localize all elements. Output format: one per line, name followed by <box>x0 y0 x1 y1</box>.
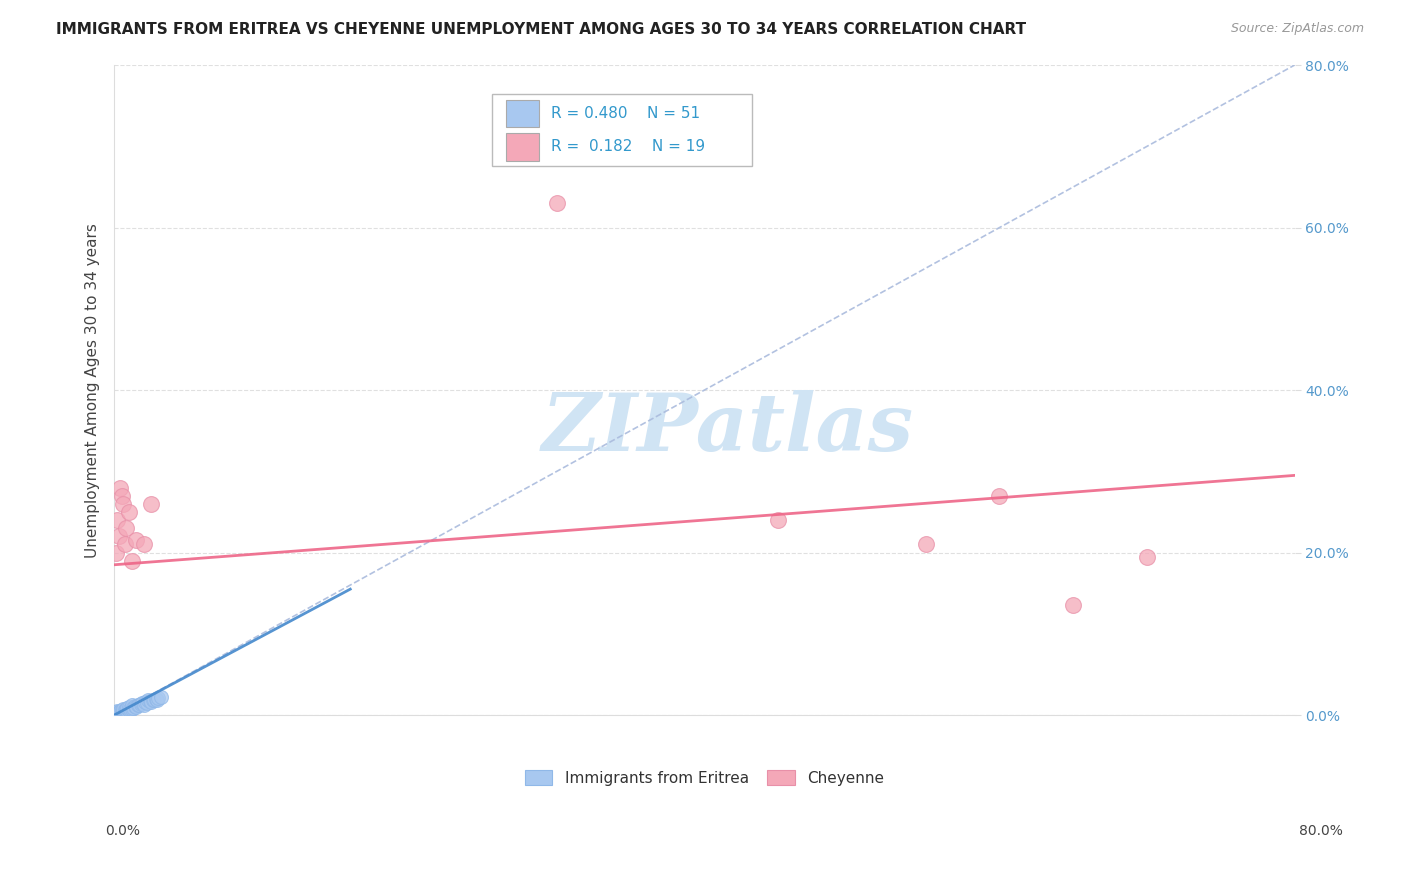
Point <box>118 703 141 717</box>
Point <box>112 702 135 716</box>
Text: R = 0.480    N = 51: R = 0.480 N = 51 <box>551 105 700 120</box>
Point <box>107 707 129 722</box>
Point <box>110 706 132 721</box>
Legend: Immigrants from Eritrea, Cheyenne: Immigrants from Eritrea, Cheyenne <box>519 764 890 792</box>
FancyBboxPatch shape <box>492 95 752 166</box>
Point <box>129 697 152 711</box>
Point <box>127 698 149 712</box>
Point <box>546 196 568 211</box>
Point <box>141 692 163 706</box>
Point <box>120 701 142 715</box>
Point <box>108 706 131 720</box>
Point <box>107 529 129 543</box>
Point <box>104 545 127 559</box>
Point <box>150 690 173 705</box>
Point <box>121 554 143 568</box>
Point <box>136 693 159 707</box>
Point <box>117 704 139 718</box>
Point <box>114 703 136 717</box>
Point <box>108 707 131 722</box>
Point <box>105 706 128 721</box>
Point <box>128 698 150 713</box>
Point <box>112 706 135 721</box>
Point <box>105 707 128 722</box>
Point <box>125 533 148 548</box>
Point <box>122 700 145 714</box>
Point <box>114 706 136 720</box>
Point <box>139 695 162 709</box>
Point <box>105 704 128 718</box>
Text: 80.0%: 80.0% <box>1299 824 1343 838</box>
Point <box>1062 599 1084 613</box>
Text: R =  0.182    N = 19: R = 0.182 N = 19 <box>551 139 704 154</box>
Point <box>108 706 131 721</box>
Point <box>124 699 146 714</box>
Point <box>104 706 127 720</box>
Point <box>104 707 127 722</box>
FancyBboxPatch shape <box>506 100 538 127</box>
Point <box>148 691 170 706</box>
Point <box>132 698 155 712</box>
Point <box>131 696 153 710</box>
Point <box>135 696 157 710</box>
Point <box>118 700 141 714</box>
Point <box>988 489 1011 503</box>
Point <box>118 505 141 519</box>
Text: Source: ZipAtlas.com: Source: ZipAtlas.com <box>1230 22 1364 36</box>
Point <box>125 700 148 714</box>
FancyBboxPatch shape <box>506 133 538 161</box>
Point <box>107 706 129 721</box>
Point <box>914 537 936 551</box>
Point <box>107 705 129 719</box>
Point <box>115 701 138 715</box>
Point <box>110 706 132 720</box>
Point <box>138 694 160 708</box>
Point <box>110 489 132 503</box>
Point <box>104 706 127 721</box>
Point <box>108 704 131 718</box>
Point <box>110 703 132 717</box>
Point <box>115 705 138 719</box>
Point <box>139 497 162 511</box>
Point <box>114 537 136 551</box>
Point <box>105 513 128 527</box>
Point <box>115 521 138 535</box>
Point <box>1136 549 1159 564</box>
Point <box>766 513 789 527</box>
Point <box>108 481 131 495</box>
Point <box>112 705 135 719</box>
Point <box>121 698 143 713</box>
Point <box>143 693 166 707</box>
Text: IMMIGRANTS FROM ERITREA VS CHEYENNE UNEMPLOYMENT AMONG AGES 30 TO 34 YEARS CORRE: IMMIGRANTS FROM ERITREA VS CHEYENNE UNEM… <box>56 22 1026 37</box>
Point <box>104 705 127 719</box>
Point <box>145 691 167 706</box>
Point <box>134 695 156 709</box>
Point <box>105 706 128 720</box>
Point <box>121 702 143 716</box>
Y-axis label: Unemployment Among Ages 30 to 34 years: Unemployment Among Ages 30 to 34 years <box>86 223 100 558</box>
Point <box>117 700 139 714</box>
Point <box>146 692 169 706</box>
Point <box>132 537 155 551</box>
Text: ZIPatlas: ZIPatlas <box>541 391 914 467</box>
Text: 0.0%: 0.0% <box>105 824 141 838</box>
Point <box>112 497 135 511</box>
